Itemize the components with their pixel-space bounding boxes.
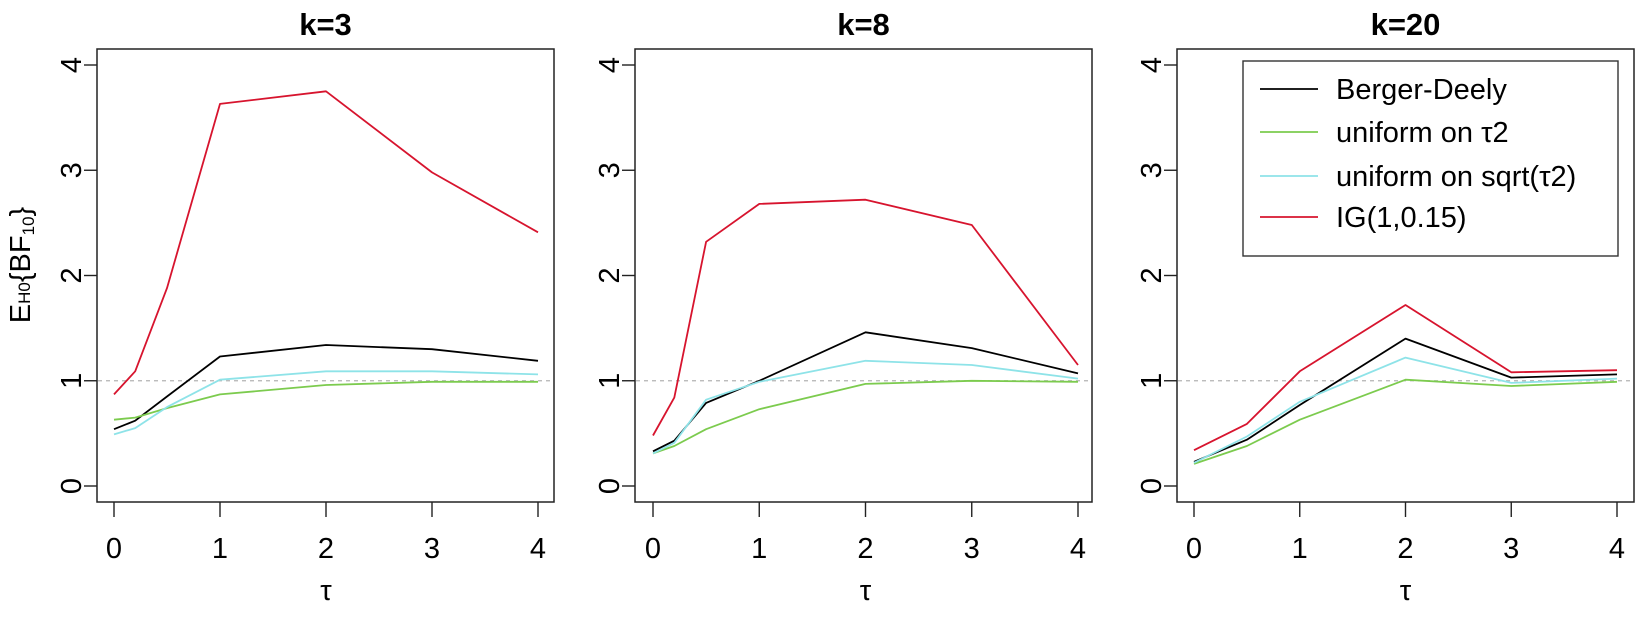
y-tick-label: 1 [594,373,626,389]
x-axis: 0 1 2 3 4 [106,502,546,565]
y-axis: 0 1 2 3 4 [594,57,635,494]
series-line [652,331,1079,453]
series-line [1193,356,1618,464]
series-line [1193,378,1618,465]
x-tick-label: 4 [530,533,546,565]
panel-title: k=3 [299,7,352,42]
legend-item: IG(1,0.15) [1260,202,1467,234]
legend-label: uniform on sqrt(τ2) [1336,161,1576,193]
plot-frame [634,48,1093,503]
x-axis-label: τ [860,575,872,607]
panel-k8: k=8 0 1 2 3 4 0 1 2 3 4 τ [594,7,1093,607]
y-axis: 0 1 2 3 4 [56,57,97,494]
x-tick-label: 4 [1609,533,1625,565]
y-tick-label: 3 [56,162,88,178]
series-line [652,379,1079,455]
plot-frame [96,48,555,503]
y-tick-label: 4 [56,57,88,73]
y-tick-label: 2 [594,267,626,283]
series-line [1193,337,1618,463]
x-tick-label: 2 [1397,533,1413,565]
panel-title: k=8 [837,7,890,42]
legend-item: uniform on sqrt(τ2) [1260,161,1576,193]
legend-label: IG(1,0.15) [1336,202,1467,234]
y-tick-label: 0 [1136,478,1168,494]
x-tick-label: 1 [751,533,767,565]
legend-box [1242,60,1619,257]
legend-label: uniform on τ2 [1336,117,1509,149]
series-line [113,344,539,431]
legend: Berger-Deely uniform on τ2 uniform on sqrt… [1242,60,1619,257]
x-tick-label: 0 [645,533,661,565]
panel-k20: k=20 0 1 2 3 4 0 1 2 3 4 τ Berger-Deely uniform on τ2… [1136,7,1635,607]
x-tick-label: 2 [857,533,873,565]
y-tick-label: 2 [1136,267,1168,283]
x-tick-label: 2 [318,533,334,565]
legend-label: Berger-Deely [1336,74,1507,106]
series-line [113,370,539,436]
y-tick-label: 4 [1136,57,1168,73]
series-line [113,90,539,396]
y-axis-label: EH0{BF10} [5,206,38,323]
series-line [113,380,538,421]
x-tick-label: 1 [212,533,228,565]
series-line [1193,304,1618,452]
y-tick-label: 4 [594,57,626,73]
x-tick-label: 3 [1503,533,1519,565]
y-axis: 0 1 2 3 4 [1136,57,1177,494]
legend-item: Berger-Deely [1260,74,1507,106]
legend-item: uniform on τ2 [1260,117,1509,149]
x-tick-label: 1 [1292,533,1308,565]
y-tick-label: 3 [594,162,626,178]
y-tick-label: 1 [1136,373,1168,389]
x-axis-label: τ [320,575,332,607]
series-line [652,198,1079,436]
series-line [652,359,1079,455]
x-tick-label: 4 [1070,533,1086,565]
x-axis: 0 1 2 3 4 [645,502,1086,565]
x-tick-label: 3 [964,533,980,565]
x-tick-label: 0 [1186,533,1202,565]
y-tick-label: 0 [56,478,88,494]
x-tick-label: 0 [106,533,122,565]
y-tick-label: 1 [56,373,88,389]
y-tick-label: 0 [594,478,626,494]
y-tick-label: 3 [1136,162,1168,178]
panel-k3: k=3 0 1 2 3 4 0 1 2 3 4 τ [56,7,555,607]
x-tick-label: 3 [424,533,440,565]
x-axis: 0 1 2 3 4 [1186,502,1625,565]
panel-title: k=20 [1371,7,1441,42]
x-axis-label: τ [1400,575,1412,607]
y-tick-label: 2 [56,267,88,283]
